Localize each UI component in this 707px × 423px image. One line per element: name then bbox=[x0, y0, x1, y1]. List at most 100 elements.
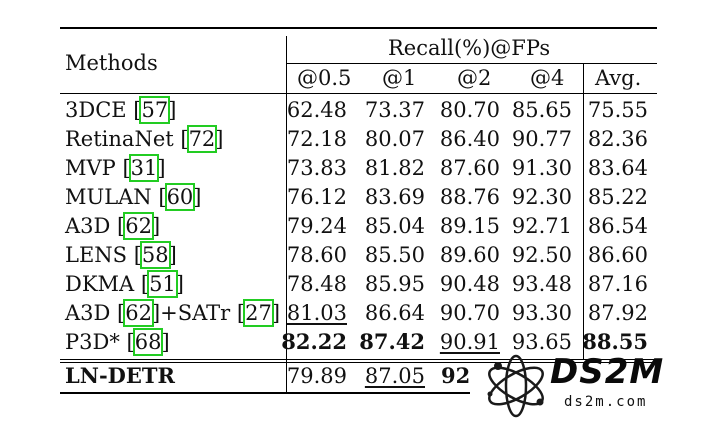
method-cell: LENS [58] bbox=[65, 241, 177, 269]
citation-link[interactable]: 51 bbox=[147, 270, 178, 298]
value-cell: 73.37 bbox=[364, 98, 425, 122]
value-cell: 92 bbox=[441, 363, 471, 388]
col-header-1: @1 bbox=[382, 66, 417, 90]
value-cell: 89.15 bbox=[439, 214, 500, 238]
method-label: ] bbox=[215, 127, 224, 151]
value-cell: 85.22 bbox=[587, 185, 648, 209]
value-cell: 93.48 bbox=[511, 272, 572, 296]
citation-link[interactable]: 57 bbox=[139, 96, 171, 124]
method-label: ] bbox=[168, 98, 177, 122]
value-cell: 85.04 bbox=[364, 214, 425, 238]
value-cell: 86.64 bbox=[364, 301, 425, 325]
method-cell: MVP [31] bbox=[65, 154, 166, 182]
value-cell: 92.30 bbox=[511, 185, 572, 209]
method-label: MULAN [ bbox=[65, 185, 167, 209]
value-cell: 88.55 bbox=[582, 329, 648, 354]
value-cell: 87.05 bbox=[364, 364, 425, 388]
value-cell: 80.70 bbox=[439, 98, 500, 122]
citation-link[interactable]: 68 bbox=[132, 328, 164, 356]
value-cell: 75.55 bbox=[587, 98, 648, 122]
method-cell: DKMA [51] bbox=[65, 270, 184, 298]
method-cell: MULAN [60] bbox=[65, 183, 202, 211]
col-header-4: @4 bbox=[530, 66, 565, 90]
method-label: P3D* [ bbox=[65, 330, 135, 354]
value-cell: 73.83 bbox=[286, 156, 347, 180]
method-label: MVP [ bbox=[65, 156, 131, 180]
method-cell: LN-DETR bbox=[65, 364, 175, 388]
method-label: ] bbox=[151, 214, 161, 238]
value-cell: 91.30 bbox=[511, 156, 572, 180]
value-cell: 87.92 bbox=[587, 301, 648, 325]
method-label: ] bbox=[271, 301, 281, 325]
value-cell: 83.69 bbox=[364, 185, 425, 209]
value-cell: 93.30 bbox=[511, 301, 572, 325]
value-cell: 92.50 bbox=[511, 243, 572, 267]
citation-link[interactable]: 58 bbox=[139, 241, 171, 269]
value-cell: 86.60 bbox=[587, 243, 648, 267]
avg-separator bbox=[583, 64, 584, 360]
top-rule bbox=[60, 27, 657, 29]
value-cell: 79.89 bbox=[286, 364, 347, 388]
value-cell: 85.65 bbox=[511, 98, 572, 122]
value-cell: 90.70 bbox=[439, 301, 500, 325]
col-header-0_5: @0.5 bbox=[297, 66, 352, 90]
atom-orbit-icon bbox=[487, 354, 544, 418]
recall-group-header: Recall(%)@FPs bbox=[388, 36, 551, 60]
citation-link[interactable]: 27 bbox=[243, 299, 274, 327]
mid-rule-2 bbox=[60, 362, 657, 363]
value-cell: 90.48 bbox=[439, 272, 500, 296]
method-label: RetinaNet [ bbox=[65, 127, 189, 151]
watermark-url: ds2m.com bbox=[564, 394, 648, 410]
methods-separator bbox=[286, 36, 287, 393]
value-cell: 72.18 bbox=[286, 127, 347, 151]
value-cell: 90.91 bbox=[439, 330, 500, 354]
value-cell: 81.82 bbox=[364, 156, 425, 180]
citation-link[interactable]: 31 bbox=[128, 154, 160, 182]
value-cell: 93.65 bbox=[511, 330, 572, 354]
value-cell: 85.50 bbox=[364, 243, 425, 267]
method-label: ] bbox=[161, 330, 170, 354]
method-cell: A3D [62]+SATr [27] bbox=[65, 299, 281, 327]
mid-rule bbox=[60, 359, 657, 360]
value-cell: 87.16 bbox=[587, 272, 648, 296]
value-cell: 79.24 bbox=[286, 214, 347, 238]
citation-link[interactable]: 60 bbox=[164, 183, 196, 211]
citation-link[interactable]: 62 bbox=[123, 212, 154, 240]
value-cell: 78.60 bbox=[286, 243, 347, 267]
value-cell: 88.76 bbox=[439, 185, 500, 209]
method-label: A3D [ bbox=[65, 214, 126, 238]
bottom-rule bbox=[60, 392, 470, 394]
value-cell: 81.03 bbox=[286, 301, 347, 325]
citation-link[interactable]: 72 bbox=[186, 125, 218, 153]
value-cell: 89.60 bbox=[439, 243, 500, 267]
watermark-brand: DS2M bbox=[550, 352, 665, 392]
method-label: LN-DETR bbox=[65, 363, 175, 388]
value-cell: 82.22 bbox=[281, 329, 347, 354]
method-label: 3DCE [ bbox=[65, 98, 142, 122]
value-cell: 86.40 bbox=[439, 127, 500, 151]
method-label: ] bbox=[193, 185, 202, 209]
method-label: ] bbox=[175, 272, 184, 296]
method-label: A3D [ bbox=[65, 301, 126, 325]
method-cell: 3DCE [57] bbox=[65, 96, 177, 124]
col-header-avg: Avg. bbox=[595, 66, 642, 90]
value-cell: 92.71 bbox=[511, 214, 572, 238]
value-cell: 80.07 bbox=[364, 127, 425, 151]
method-label: ] bbox=[168, 243, 177, 267]
method-label: DKMA [ bbox=[65, 272, 150, 296]
value-cell: 83.64 bbox=[587, 156, 648, 180]
value-cell: 78.48 bbox=[286, 272, 347, 296]
methods-header: Methods bbox=[65, 51, 158, 75]
method-label: ]+SATr [ bbox=[151, 301, 246, 325]
value-cell: 62.48 bbox=[286, 98, 347, 122]
value-cell: 90.77 bbox=[511, 127, 572, 151]
header-rule bbox=[60, 93, 657, 94]
citation-link[interactable]: 62 bbox=[123, 299, 154, 327]
value-cell: 76.12 bbox=[286, 185, 347, 209]
value-cell: 87.60 bbox=[439, 156, 500, 180]
method-cell: A3D [62] bbox=[65, 212, 161, 240]
method-label: LENS [ bbox=[65, 243, 142, 267]
col-header-2: @2 bbox=[457, 66, 492, 90]
value-cell: 87.42 bbox=[359, 329, 425, 354]
value-cell: 82.36 bbox=[587, 127, 648, 151]
